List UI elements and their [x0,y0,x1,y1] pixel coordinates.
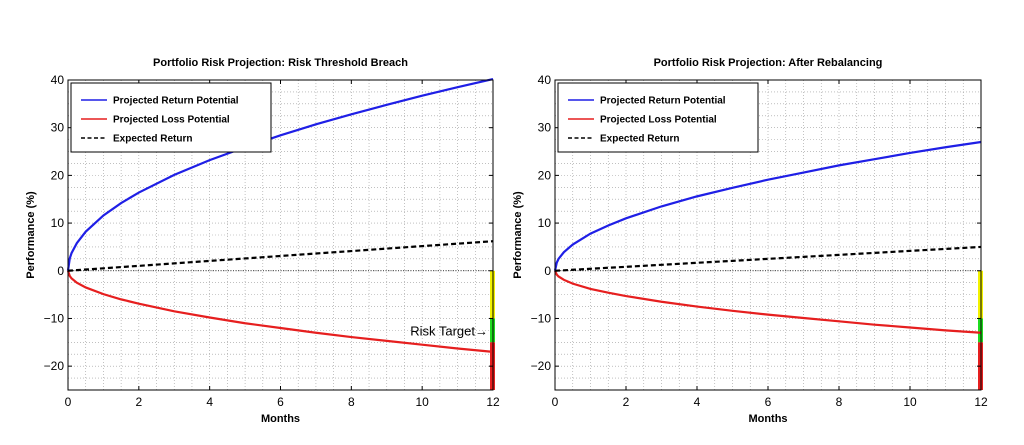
legend-label-2: Projected Loss Potential [600,115,717,126]
x-tick-label: 0 [65,395,72,409]
y-tick-label: 40 [538,73,552,87]
x-tick-label: 6 [277,395,284,409]
y-tick-label: 40 [51,73,65,87]
y-tick-label: 20 [51,168,65,182]
x-tick-label: 10 [415,395,429,409]
y-tick-label: 0 [544,264,551,278]
series-line-1 [66,77,494,271]
y-tick-label: 10 [538,216,552,230]
chart-title: Portfolio Risk Projection: Risk Threshol… [153,57,408,69]
x-tick-label: 12 [974,395,988,409]
y-tick-label: −10 [531,311,552,325]
legend-label-3: Expected Return [113,134,192,145]
chart-title: Portfolio Risk Projection: After Rebalan… [654,57,883,69]
y-tick-label: 0 [57,264,64,278]
series-line-2 [554,270,982,334]
y-tick-label: 20 [538,168,552,182]
x-tick-label: 6 [765,395,772,409]
x-tick-label: 2 [135,395,142,409]
chart-panel-2: 0 2 4 6 8 10 12 −20 −10 0 10 20 30 40 Portfolio Risk P… [512,57,988,425]
x-tick-label: 4 [206,395,213,409]
legend-box [557,82,759,153]
x-tick-label: 12 [486,395,500,409]
y-axis-label: Performance (%) [512,191,524,279]
x-tick-label: 2 [623,395,630,409]
risk-target-annotation: Risk Target→ [410,323,488,338]
x-axis-label: Months [261,413,300,425]
legend-label-1: Projected Return Potential [600,96,726,107]
x-tick-label: 0 [552,395,559,409]
series-line-2 [66,270,494,353]
y-tick-label: −10 [44,311,65,325]
x-tick-label: 8 [836,395,843,409]
y-tick-label: 10 [51,216,65,230]
y-tick-label: −20 [44,359,65,373]
legend-label-1: Projected Return Potential [113,96,239,107]
x-tick-label: 4 [694,395,701,409]
series-line-1 [553,140,982,272]
y-axis-label: Performance (%) [25,191,37,279]
legend-box [70,82,272,153]
series-line-3 [67,240,494,272]
legend: Projected Return Potential Projected Loss… [70,82,272,153]
series-line-3 [554,245,982,272]
legend-label-2: Projected Loss Potential [113,115,230,126]
legend-label-3: Expected Return [600,134,679,145]
chart-panel-1: 0 2 4 6 8 10 12 −20 −10 0 10 20 30 40 Portfolio Risk P… [25,57,500,425]
x-tick-label: 10 [903,395,917,409]
legend: Projected Return Potential Projected Loss… [557,82,759,153]
x-axis-label: Months [748,413,787,425]
x-tick-label: 8 [348,395,355,409]
y-tick-label: −20 [531,359,552,373]
y-tick-label: 30 [538,121,552,135]
y-tick-label: 30 [51,121,65,135]
